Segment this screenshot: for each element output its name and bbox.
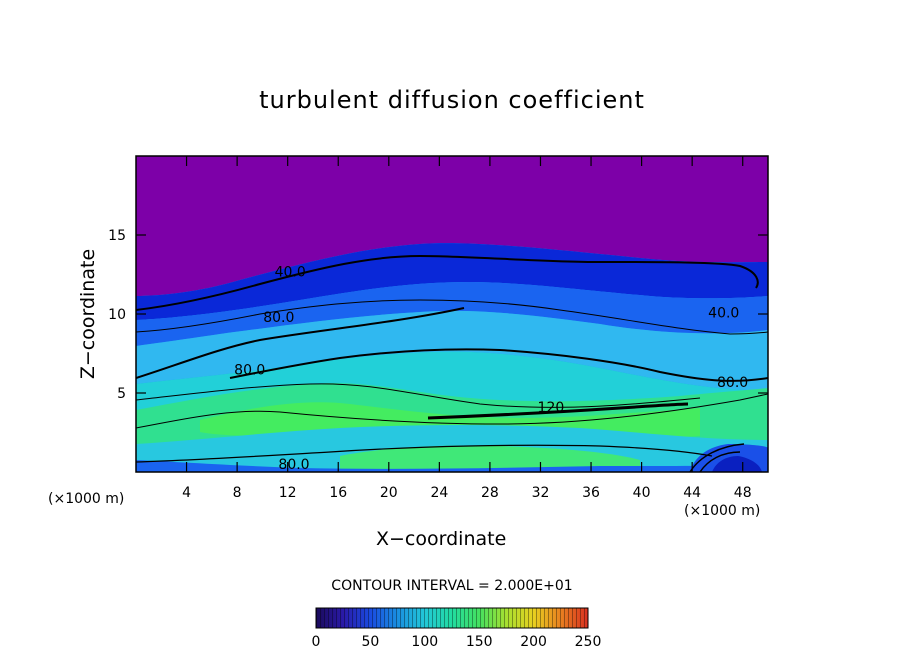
x-tick-label: 36 bbox=[582, 485, 600, 501]
x-tick-label: 28 bbox=[481, 485, 499, 501]
y-tick-label: 15 bbox=[108, 228, 126, 244]
x-tick-label: 24 bbox=[430, 485, 448, 501]
y-tick-label: 10 bbox=[108, 307, 126, 323]
contour-label: 120. bbox=[538, 400, 569, 416]
contour-label: 40.0 bbox=[708, 305, 739, 321]
chart-title: turbulent diffusion coefficient bbox=[259, 86, 645, 114]
contour-label: 80.0 bbox=[263, 310, 294, 326]
colorbar-tick-label: 200 bbox=[520, 634, 547, 650]
contour-interval-label: CONTOUR INTERVAL = 2.000E+01 bbox=[331, 578, 573, 594]
x-tick-label: 4 bbox=[182, 485, 191, 501]
contour-label: 80.0 bbox=[278, 457, 309, 473]
contour-lines bbox=[136, 254, 768, 472]
x-unit-label: (×1000 m) bbox=[684, 503, 761, 519]
x-tick-label: 20 bbox=[380, 485, 398, 501]
colorbar: 0 50 100 150 200 250 bbox=[312, 607, 602, 650]
x-tick-label: 16 bbox=[329, 485, 347, 501]
x-tick-label: 12 bbox=[279, 485, 297, 501]
colorbar-tick-label: 50 bbox=[361, 634, 379, 650]
x-tick-label: 32 bbox=[532, 485, 550, 501]
y-unit-label: (×1000 m) bbox=[48, 491, 125, 507]
contour-labels: 40.0 40.0 80.0 80.0 80.0 80.0 120. bbox=[234, 264, 748, 473]
colorbar-tick-label: 100 bbox=[411, 634, 438, 650]
colorbar-tick-label: 250 bbox=[575, 634, 602, 650]
colorbar-tick-label: 150 bbox=[466, 634, 493, 650]
contour-fill bbox=[136, 156, 768, 472]
contour-label: 80.0 bbox=[717, 375, 748, 391]
y-tick-label: 5 bbox=[117, 386, 126, 402]
contour-label: 80.0 bbox=[234, 362, 265, 378]
contour-label: 40.0 bbox=[275, 264, 306, 280]
x-tick-label: 8 bbox=[233, 485, 242, 501]
x-tick-label: 40 bbox=[633, 485, 651, 501]
y-axis-label: Z−coordinate bbox=[77, 248, 99, 380]
x-axis-label: X−coordinate bbox=[376, 528, 507, 550]
x-tick-label: 44 bbox=[683, 485, 701, 501]
x-tick-label: 48 bbox=[734, 485, 752, 501]
colorbar-tick-label: 0 bbox=[312, 634, 321, 650]
